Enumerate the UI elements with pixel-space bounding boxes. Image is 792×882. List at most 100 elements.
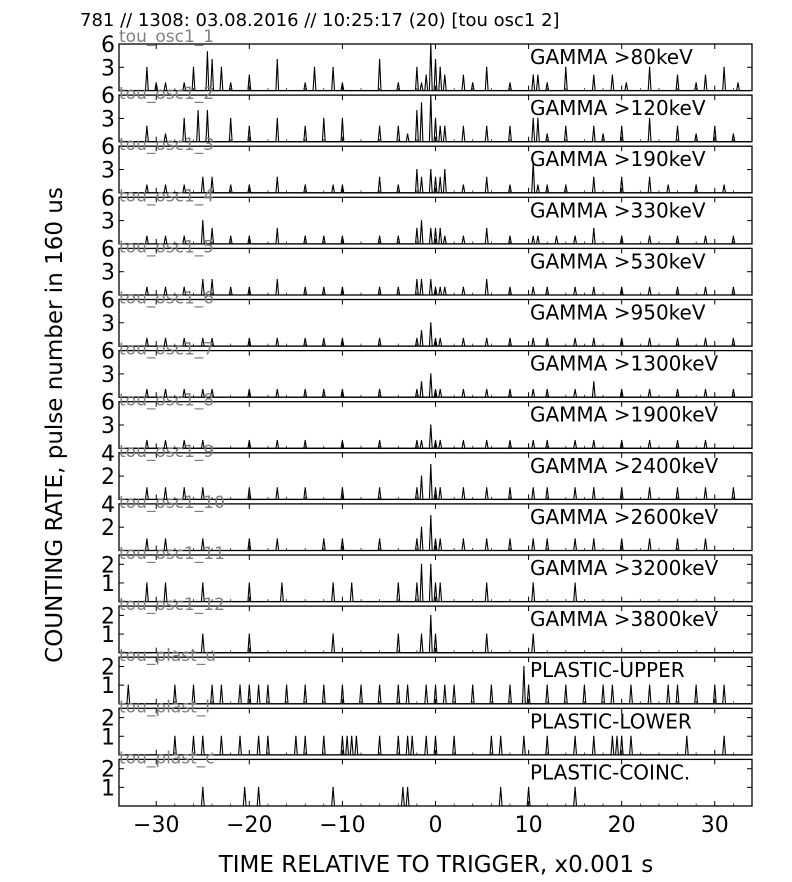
data-point bbox=[444, 168, 446, 171]
data-point bbox=[509, 538, 511, 540]
data-point bbox=[416, 168, 418, 171]
data-point bbox=[593, 176, 595, 178]
data-point bbox=[453, 735, 455, 737]
y-tick-label: 6 bbox=[101, 33, 115, 58]
panel-label: PLASTIC-COINC. bbox=[530, 760, 690, 784]
data-point bbox=[192, 66, 195, 68]
data-point bbox=[486, 388, 488, 391]
data-point bbox=[532, 439, 534, 442]
data-point bbox=[379, 735, 381, 737]
data-point bbox=[453, 684, 455, 686]
data-point bbox=[486, 538, 488, 540]
data-point bbox=[323, 735, 325, 737]
panel-label: GAMMA >530keV bbox=[530, 249, 706, 273]
data-point bbox=[593, 227, 595, 229]
x-tick-label: 20 bbox=[608, 813, 636, 838]
y-tick-label: 2 bbox=[101, 707, 115, 732]
panel-label: GAMMA >330keV bbox=[530, 198, 706, 222]
data-point bbox=[332, 66, 334, 68]
data-point bbox=[276, 176, 278, 178]
data-point bbox=[546, 538, 548, 540]
panel: 36 tou_osc1_3 GAMMA >190keV bbox=[101, 135, 753, 194]
data-point bbox=[439, 125, 441, 127]
data-point bbox=[532, 337, 534, 339]
data-point bbox=[649, 487, 651, 489]
data-point bbox=[202, 439, 204, 442]
data-point bbox=[695, 684, 697, 686]
y-tick-label: 1 bbox=[101, 572, 115, 597]
y-tick-label: 3 bbox=[101, 312, 115, 337]
data-point bbox=[430, 463, 432, 466]
data-point bbox=[416, 388, 418, 391]
data-point bbox=[127, 684, 129, 686]
data-point bbox=[146, 439, 148, 442]
data-point bbox=[695, 184, 697, 186]
y-tick-label: 3 bbox=[101, 159, 115, 184]
data-point bbox=[546, 684, 548, 686]
data-point bbox=[258, 735, 260, 737]
data-point bbox=[146, 286, 148, 288]
data-point bbox=[593, 735, 595, 737]
panel-label: PLASTIC-UPPER bbox=[530, 658, 685, 682]
y-tick-label: 1 bbox=[101, 623, 115, 648]
data-point bbox=[202, 278, 204, 281]
data-point bbox=[532, 582, 534, 584]
data-point bbox=[695, 133, 697, 135]
data-point bbox=[434, 337, 437, 339]
y-tick-label: 3 bbox=[101, 414, 115, 439]
data-point bbox=[351, 582, 353, 584]
data-point bbox=[523, 665, 525, 668]
data-point bbox=[462, 125, 465, 127]
data-point bbox=[230, 184, 232, 186]
data-point bbox=[486, 278, 488, 281]
data-point bbox=[546, 735, 548, 737]
data-point bbox=[621, 176, 623, 178]
data-point bbox=[574, 487, 576, 489]
data-point bbox=[676, 439, 679, 442]
data-point bbox=[532, 538, 534, 540]
y-tick-label: 6 bbox=[101, 391, 115, 416]
data-point bbox=[248, 286, 250, 288]
data-point bbox=[323, 286, 325, 288]
data-point bbox=[462, 337, 465, 339]
data-point bbox=[486, 582, 488, 584]
data-point bbox=[183, 117, 185, 119]
chart-header: 781 // 1308: 03.08.2016 // 10:25:17 (20)… bbox=[80, 10, 560, 31]
data-point bbox=[183, 388, 185, 391]
data-point bbox=[416, 66, 418, 68]
data-point bbox=[509, 184, 511, 186]
channel-label: tou_plast_l bbox=[119, 697, 210, 717]
channel-label: tou_osc1_11 bbox=[119, 544, 225, 564]
data-point bbox=[676, 286, 679, 288]
data-point bbox=[621, 388, 623, 391]
data-point bbox=[439, 66, 441, 68]
data-point bbox=[341, 684, 344, 686]
data-point bbox=[593, 538, 595, 540]
data-point bbox=[509, 337, 511, 339]
data-point bbox=[704, 337, 707, 339]
data-point bbox=[211, 58, 213, 61]
data-point bbox=[444, 286, 446, 288]
data-point bbox=[332, 582, 334, 584]
data-point bbox=[304, 735, 306, 737]
data-point bbox=[379, 684, 381, 686]
data-point bbox=[649, 176, 651, 178]
data-point bbox=[704, 235, 707, 237]
data-point bbox=[406, 684, 409, 686]
data-point bbox=[439, 176, 441, 178]
data-point bbox=[667, 684, 669, 686]
data-point bbox=[397, 184, 399, 186]
data-point bbox=[565, 184, 567, 186]
data-point bbox=[183, 439, 185, 442]
data-point bbox=[406, 133, 409, 135]
data-point bbox=[420, 526, 423, 528]
data-point bbox=[509, 125, 511, 127]
data-point bbox=[183, 487, 185, 489]
x-tick-label: −10 bbox=[319, 813, 365, 838]
data-point bbox=[537, 117, 539, 119]
data-point bbox=[164, 582, 167, 584]
panel: 36 tou_osc1_6 GAMMA >950keV bbox=[101, 289, 753, 347]
data-point bbox=[220, 66, 222, 68]
